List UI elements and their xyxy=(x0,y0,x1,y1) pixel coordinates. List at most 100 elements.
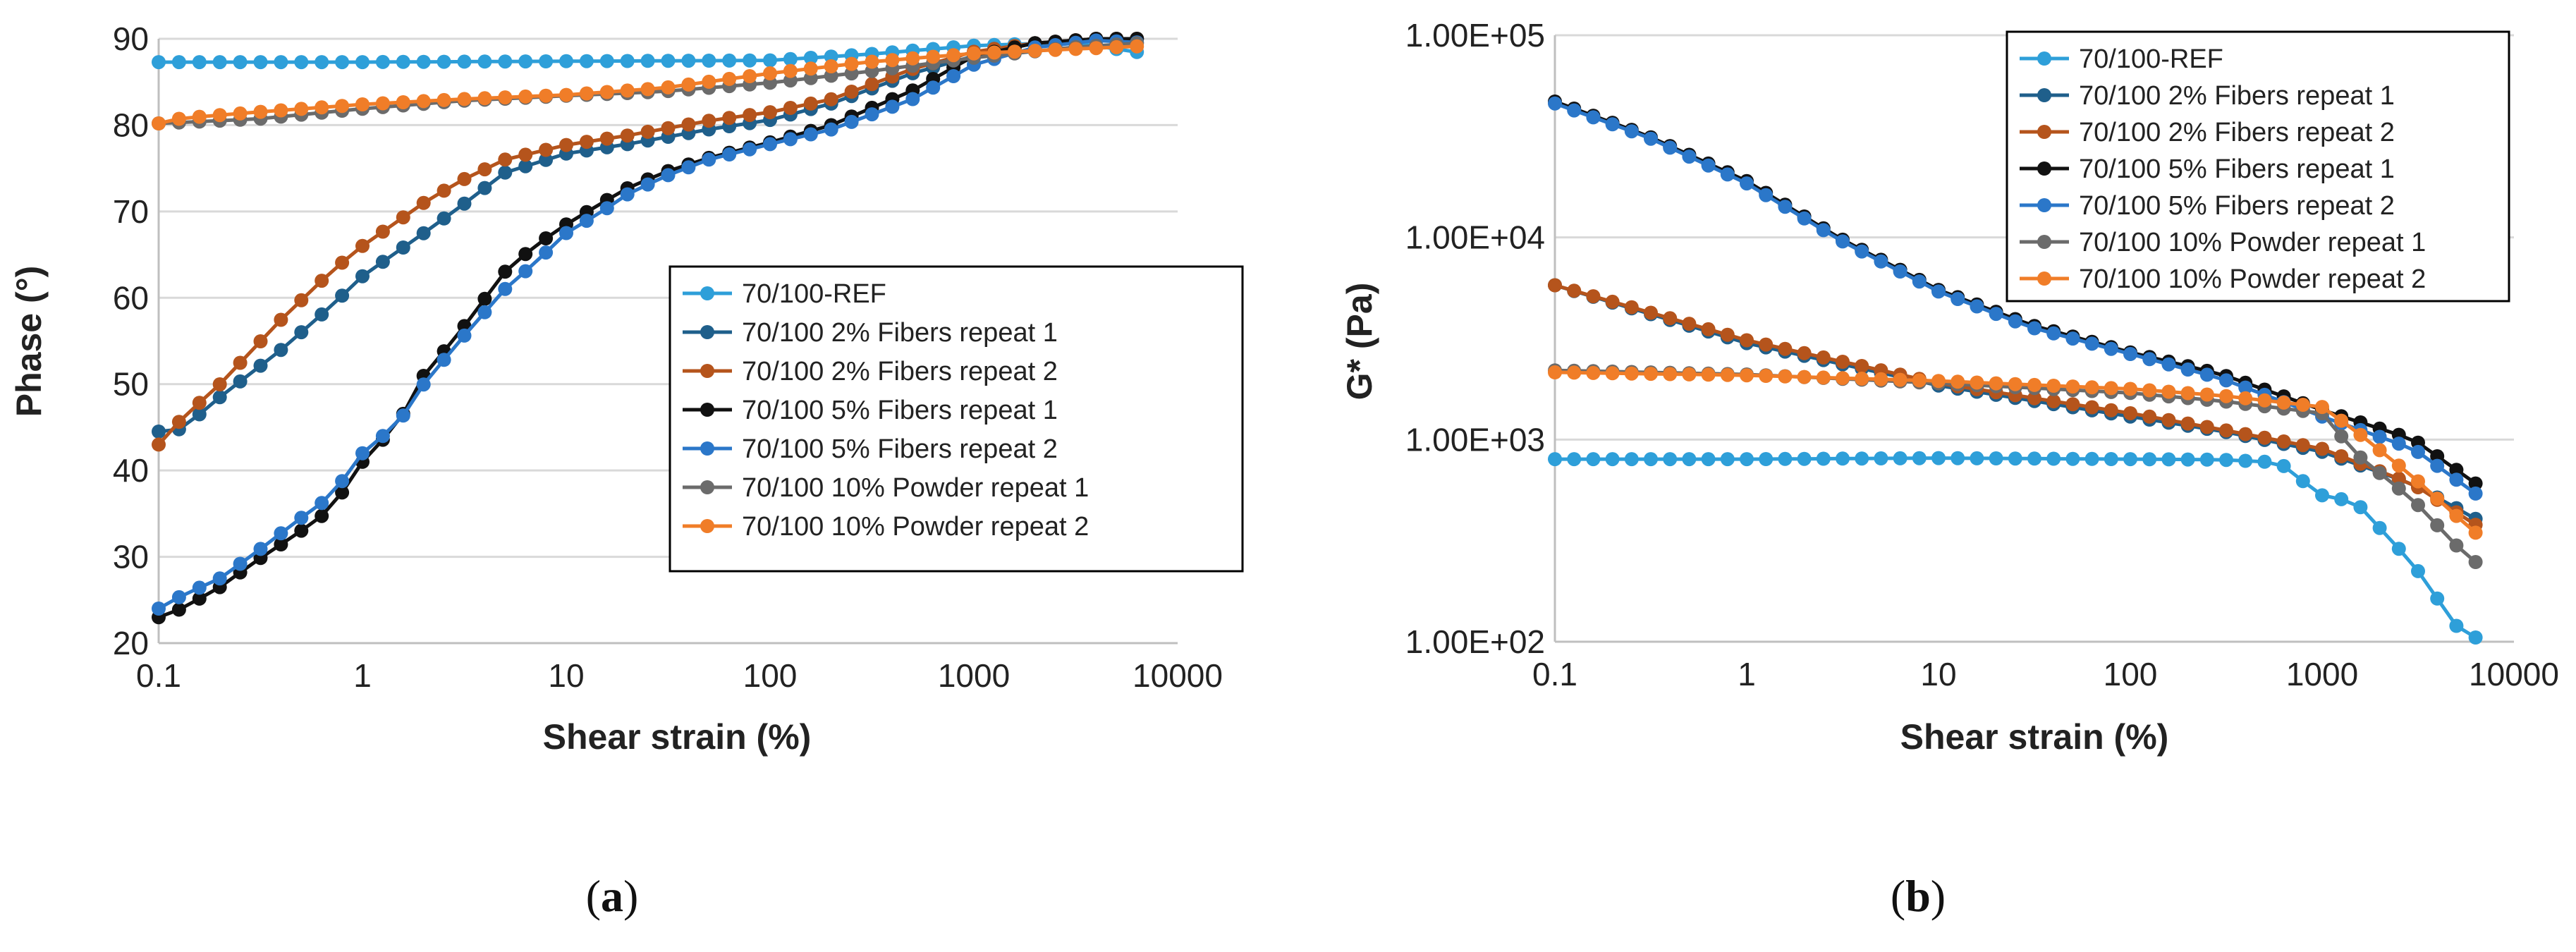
data-point xyxy=(2027,451,2041,466)
x-tick-label: 0.1 xyxy=(1532,656,1577,692)
data-point xyxy=(579,86,594,101)
legend-entry: 70/100 2% Fibers repeat 1 xyxy=(2079,81,2395,111)
data-point xyxy=(2180,452,2195,467)
data-point xyxy=(457,92,472,106)
data-point xyxy=(946,69,961,83)
data-point xyxy=(620,83,635,98)
data-point xyxy=(315,496,329,511)
data-point xyxy=(498,152,513,167)
data-point xyxy=(2008,451,2022,466)
data-point xyxy=(1567,103,1582,118)
data-point xyxy=(1931,451,1946,465)
panel-b-ticks: 1.00E+02 1.00E+03 1.00E+04 1.00E+05 0.1 1 10 10… xyxy=(1405,17,2559,692)
data-point xyxy=(1778,341,1793,356)
data-point xyxy=(1548,96,1562,111)
data-point xyxy=(1951,451,1965,465)
data-point xyxy=(1816,223,1831,238)
data-point xyxy=(274,526,288,541)
data-point xyxy=(355,97,370,111)
data-point xyxy=(885,99,900,114)
panel-a-y-axis-title: Phase (°) xyxy=(9,266,49,417)
data-point xyxy=(416,226,431,240)
data-point xyxy=(2315,441,2329,456)
data-point xyxy=(1855,244,1869,259)
data-point xyxy=(1740,368,1754,383)
data-point xyxy=(375,429,390,444)
data-point xyxy=(559,138,573,152)
data-point xyxy=(1720,327,1735,342)
data-point xyxy=(315,55,329,70)
data-point xyxy=(1989,451,2003,465)
y-tick-label: 50 xyxy=(113,366,149,403)
legend-swatch-marker xyxy=(2037,235,2051,249)
data-point xyxy=(335,474,350,489)
data-point xyxy=(1931,284,1946,299)
data-point xyxy=(640,124,655,139)
data-point xyxy=(396,54,410,69)
legend-entry: 70/100 5% Fibers repeat 1 xyxy=(2079,154,2395,184)
data-point xyxy=(212,571,227,586)
data-point xyxy=(233,556,248,571)
panel-b-letter: b xyxy=(1905,871,1931,921)
data-point xyxy=(824,49,838,64)
data-point xyxy=(1701,367,1716,382)
data-point xyxy=(253,334,268,348)
data-point xyxy=(2391,471,2406,486)
data-point xyxy=(1548,278,1562,293)
data-point xyxy=(865,54,879,69)
data-point xyxy=(294,511,309,525)
data-point xyxy=(1778,200,1793,214)
data-point xyxy=(1740,452,1754,467)
data-point xyxy=(294,102,309,116)
data-point xyxy=(702,54,716,68)
data-point xyxy=(1109,39,1124,54)
legend-swatch-marker xyxy=(700,441,714,456)
data-point xyxy=(1663,367,1678,382)
data-point xyxy=(315,100,329,115)
y-tick-label: 1.00E+03 xyxy=(1405,421,1545,458)
y-tick-label: 60 xyxy=(113,279,149,316)
data-point xyxy=(396,408,410,423)
data-point xyxy=(681,117,696,132)
data-point xyxy=(2372,443,2387,458)
data-point xyxy=(1797,211,1812,226)
data-point xyxy=(1912,373,1927,388)
data-point xyxy=(844,114,859,129)
data-point xyxy=(743,53,757,68)
data-point xyxy=(2391,481,2406,496)
panel-a-label: (a) xyxy=(586,871,639,921)
legend-entry: 70/100-REF xyxy=(742,279,886,309)
data-point xyxy=(274,103,288,118)
data-point xyxy=(498,281,513,296)
data-point xyxy=(640,54,655,68)
data-point xyxy=(152,55,166,70)
data-point xyxy=(844,85,859,99)
data-point xyxy=(579,135,594,149)
data-point xyxy=(885,53,900,68)
data-point xyxy=(2334,429,2349,444)
data-point xyxy=(2295,438,2310,453)
data-point xyxy=(518,264,533,279)
data-point xyxy=(498,54,513,69)
data-point xyxy=(253,104,268,119)
data-point xyxy=(477,291,492,306)
data-point xyxy=(1048,42,1063,57)
data-point xyxy=(2161,413,2176,427)
data-point xyxy=(824,92,838,106)
data-point xyxy=(2027,321,2041,336)
data-point xyxy=(2372,520,2387,535)
x-tick-label: 10000 xyxy=(2469,656,2559,692)
data-point xyxy=(783,51,798,66)
data-point xyxy=(722,53,737,68)
data-point xyxy=(2276,434,2291,448)
data-point xyxy=(1893,264,1907,279)
data-point xyxy=(2142,409,2157,424)
data-point xyxy=(2391,542,2406,556)
data-point xyxy=(1778,369,1793,384)
data-point xyxy=(865,107,879,122)
data-point xyxy=(192,580,207,595)
data-point xyxy=(335,485,350,500)
data-point xyxy=(437,183,451,198)
data-point xyxy=(2468,476,2483,491)
data-point xyxy=(375,54,390,69)
